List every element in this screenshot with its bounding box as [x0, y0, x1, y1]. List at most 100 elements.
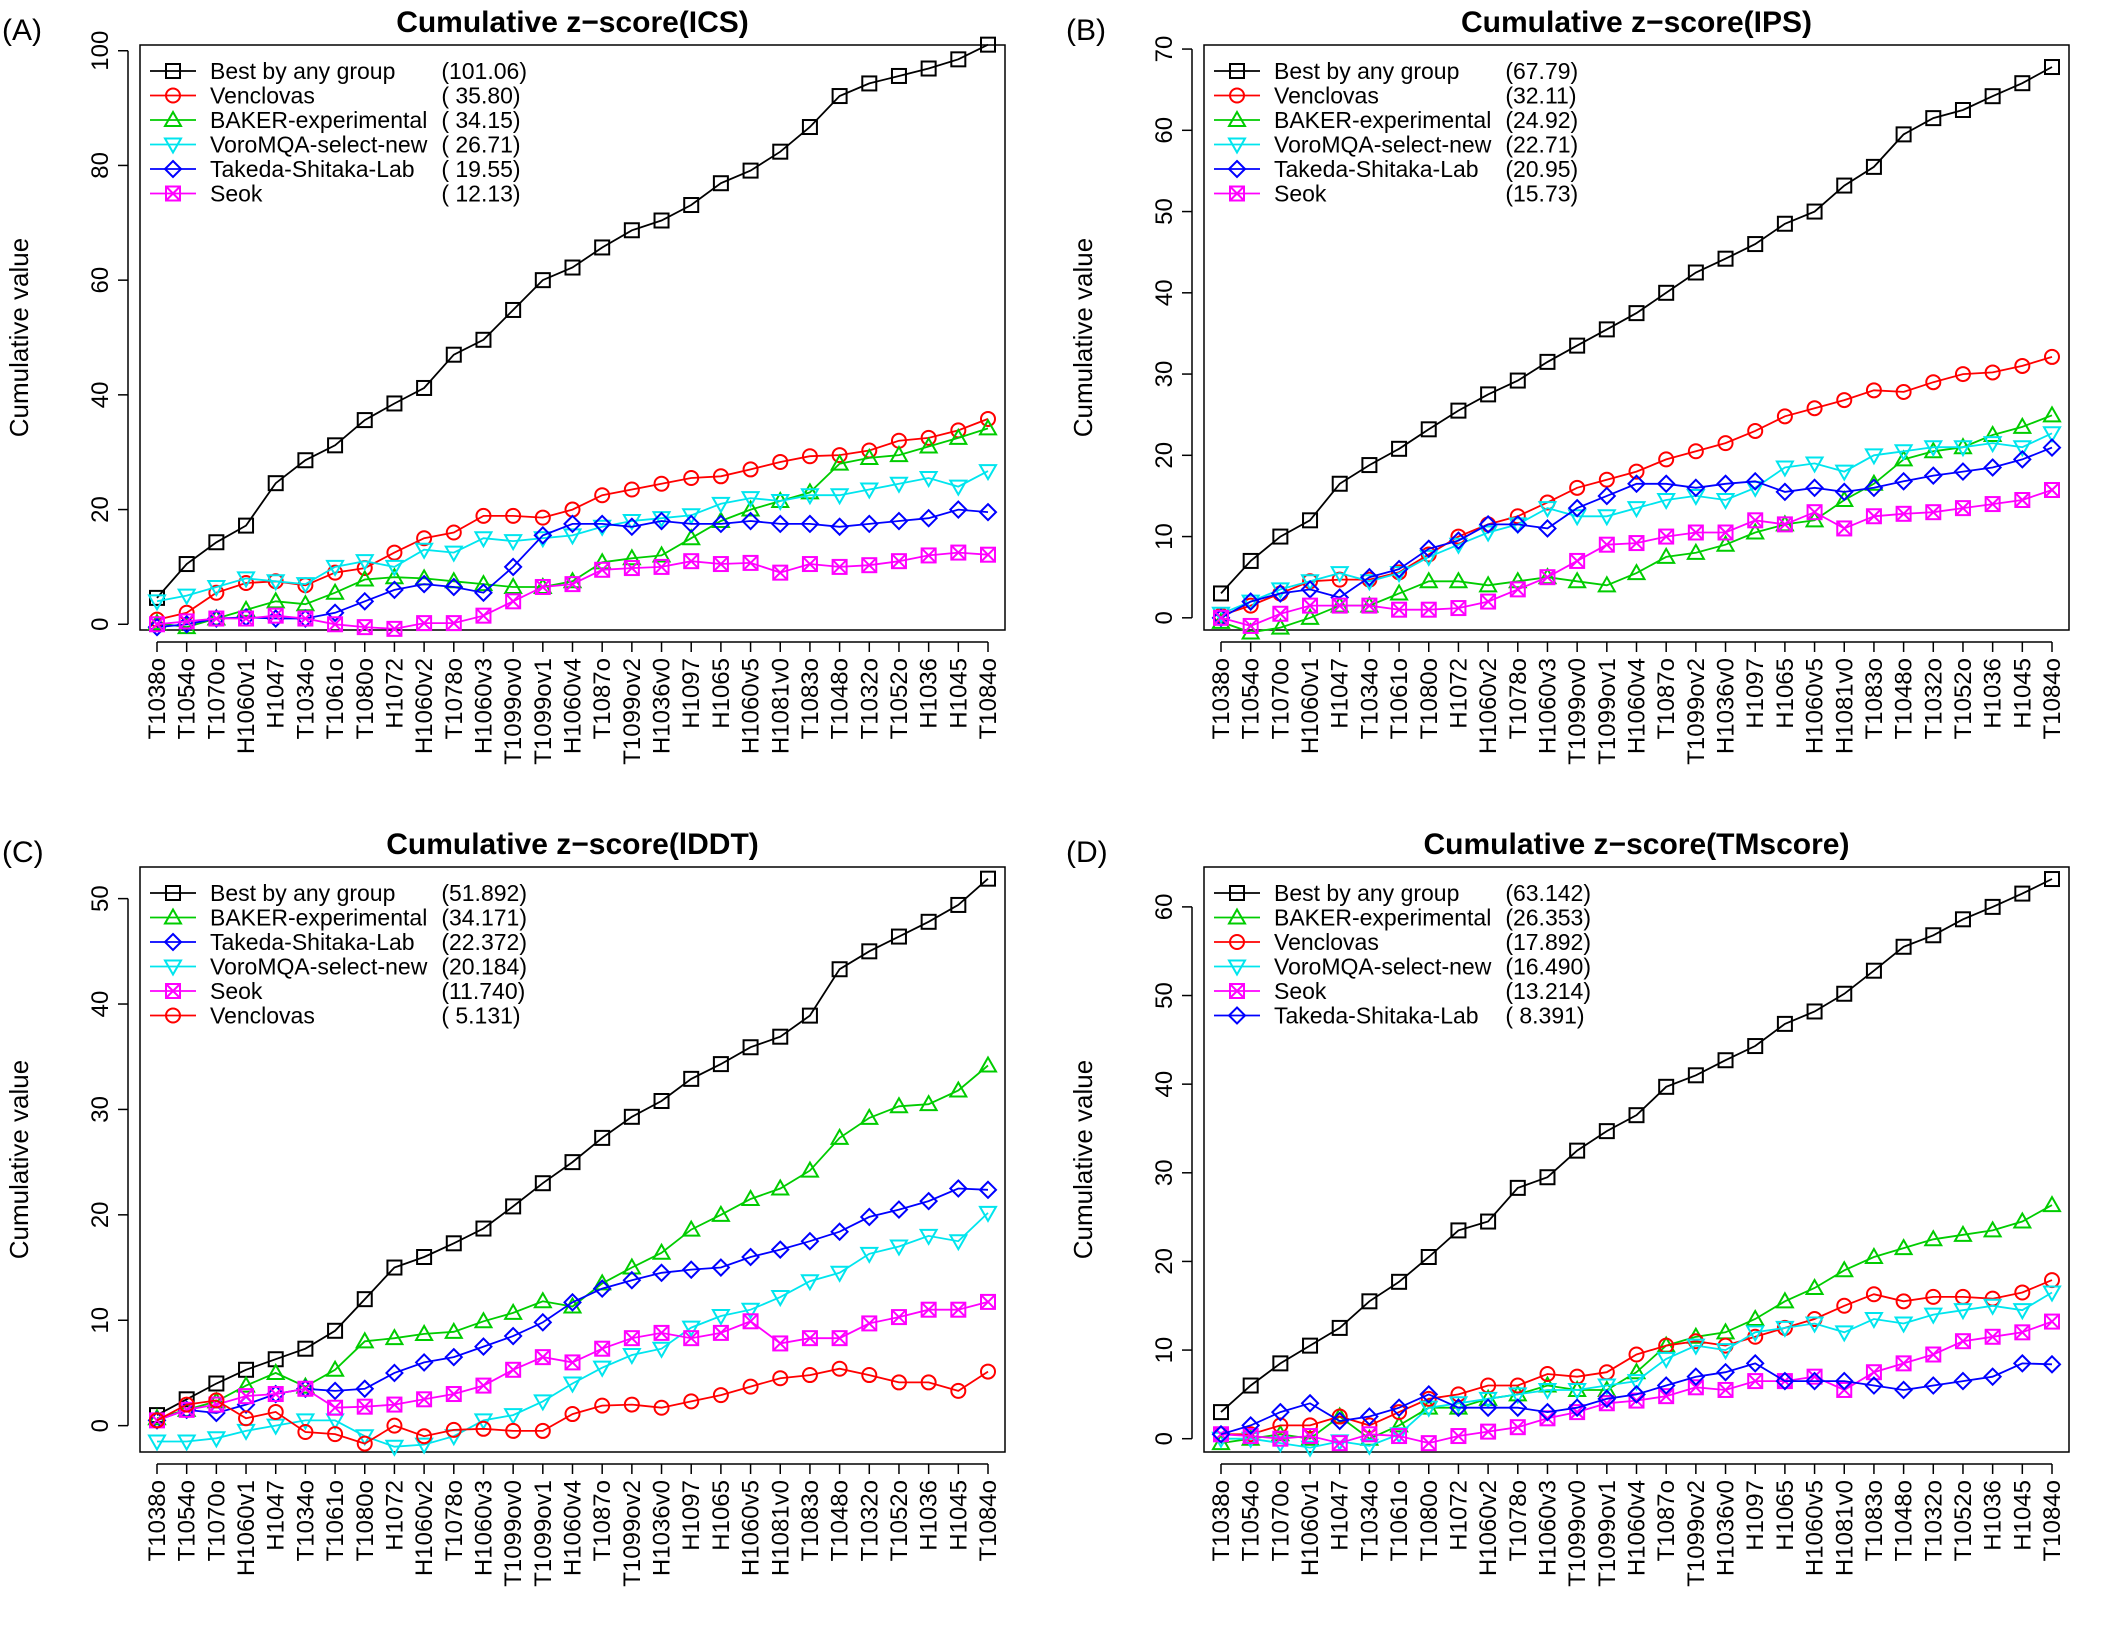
chart-panel-a: (A) Cumulative z−score(ICS) 0 20 40 60 80 100 Cu…: [0, 0, 1064, 822]
y-tick-label: 10: [87, 1307, 114, 1334]
data-point: [1627, 1384, 1646, 1404]
x-tick-label: H1060v5: [1802, 658, 1829, 754]
data-point: [683, 197, 700, 214]
data-point: [711, 1204, 731, 1222]
data-point: [1450, 1386, 1467, 1403]
y-axis-label: Cumulative value: [1068, 1060, 1098, 1259]
data-point: [1509, 581, 1526, 598]
data-point: [1478, 525, 1498, 543]
x-tick-label: H1036: [1980, 1480, 2007, 1551]
data-point: [1893, 1238, 1914, 1256]
data-point-cross: [1628, 535, 1645, 551]
data-point-cross: [297, 1381, 314, 1397]
legend-label: Seok: [210, 978, 263, 1004]
x-tick-label: T1038o: [1208, 658, 1235, 739]
data-point: [1626, 501, 1647, 519]
data-point: [711, 1258, 731, 1277]
data-point: [534, 1349, 551, 1366]
series-line: [1220, 66, 2053, 595]
data-point: [1834, 1371, 1854, 1391]
x-tick-label: T1034o: [292, 1480, 319, 1561]
data-point: [2042, 405, 2062, 423]
y-axis-label: Cumulative value: [4, 238, 34, 437]
legend-marker: [1229, 63, 1245, 79]
x-tick-label: H1036v0: [1713, 1480, 1740, 1576]
data-point: [594, 239, 611, 256]
panel-label: (A): [2, 14, 42, 47]
data-point: [740, 491, 761, 509]
series-line: [1220, 878, 2053, 1413]
legend-marker: [1229, 87, 1245, 104]
data-point: [1567, 509, 1587, 527]
data-point: [742, 554, 759, 571]
data-point: [534, 272, 551, 289]
data-point: [950, 896, 967, 913]
data-point: [861, 557, 878, 574]
data-point: [414, 1352, 434, 1372]
data-point: [594, 487, 611, 504]
x-tick-label: H1036: [916, 658, 943, 729]
data-point: [238, 517, 255, 534]
data-point: [859, 1107, 880, 1125]
data-point: [1389, 583, 1409, 601]
data-point: [386, 620, 403, 637]
data-point-cross: [1717, 524, 1734, 541]
data-point: [1330, 1411, 1350, 1431]
data-point: [475, 607, 492, 624]
data-point: [622, 1348, 642, 1366]
data-point: [1270, 584, 1290, 603]
legend-label: Best by any group: [1274, 58, 1459, 84]
data-point: [831, 447, 848, 464]
data-point: [1300, 574, 1320, 592]
series-best-by-any-group: [149, 36, 996, 606]
data-point: [2044, 871, 2060, 888]
data-point: [1954, 911, 1971, 928]
data-point: [1419, 549, 1439, 567]
data-point: [533, 525, 553, 545]
x-tick-label: T1083o: [1861, 1480, 1888, 1561]
chart-title: Cumulative z−score(lDDT): [386, 828, 759, 861]
data-point: [295, 1413, 316, 1431]
x-tick-label: T1052o: [886, 1480, 913, 1561]
panel-label: (B): [1066, 14, 1106, 47]
data-point: [741, 1247, 760, 1267]
data-point: [1420, 1390, 1437, 1407]
data-point: [1836, 985, 1853, 1002]
data-point: [622, 1270, 642, 1290]
data-point: [653, 475, 670, 492]
x-tick-label: T1087o: [589, 1480, 616, 1561]
legend-value: ( 35.80): [441, 83, 520, 109]
data-point: [948, 427, 969, 445]
data-point: [355, 591, 375, 611]
legend-value: ( 12.13): [441, 181, 520, 207]
chart-panel-d: (D) Cumulative z−score(TMscore) 0 10 20 30 40 5…: [1064, 822, 2128, 1644]
data-point: [475, 1220, 492, 1237]
data-point: [1567, 1398, 1587, 1418]
data-point-cross: [1391, 1428, 1407, 1444]
data-point: [416, 379, 433, 396]
data-point: [445, 1235, 462, 1252]
data-point-cross: [920, 1301, 937, 1318]
x-tick-label: T1070o: [1267, 658, 1294, 739]
data-point: [267, 607, 284, 624]
data-point: [1804, 456, 1825, 474]
data-point: [740, 1189, 761, 1207]
data-point: [1776, 516, 1793, 533]
data-point-cross: [1302, 1428, 1318, 1444]
data-point: [623, 222, 640, 239]
data-point-cross: [1332, 1435, 1348, 1451]
data-point-cross: [1450, 1428, 1467, 1444]
data-point: [444, 1347, 464, 1367]
data-point: [980, 870, 996, 887]
data-point: [742, 1313, 759, 1330]
x-tick-label: T1032o: [1920, 658, 1947, 739]
x-tick-label: T1052o: [1950, 658, 1977, 739]
legend-value: (101.06): [441, 58, 527, 84]
data-point: [801, 556, 818, 573]
data-point: [1925, 504, 1942, 521]
chart-title: Cumulative z−score(TMscore): [1424, 828, 1850, 861]
data-point: [416, 1428, 433, 1445]
data-point: [1389, 1398, 1409, 1418]
data-point: [978, 1180, 998, 1200]
data-point: [1984, 364, 2001, 381]
